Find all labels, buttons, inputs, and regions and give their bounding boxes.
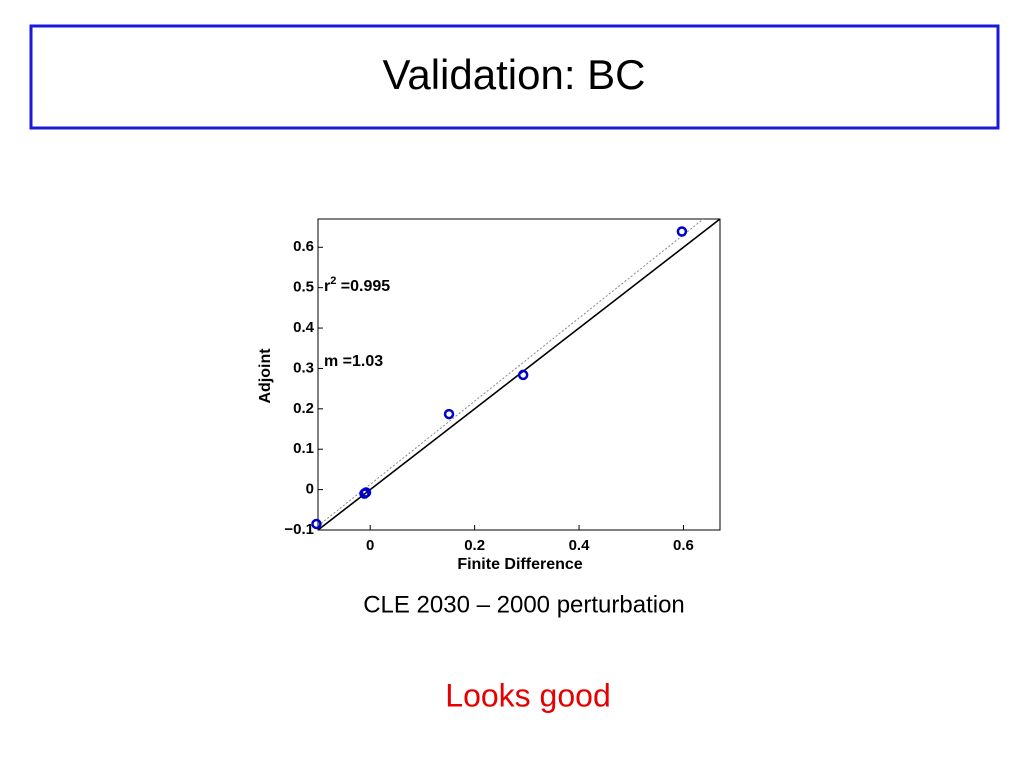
y-tick-label: 0.3 <box>293 359 314 376</box>
annotation-sup: 2 <box>330 275 336 287</box>
x-tick-label: 0 <box>366 537 374 554</box>
point <box>311 518 322 530</box>
caption: CLE 2030 – 2000 perturbation <box>363 591 685 618</box>
plot-frame <box>317 218 721 531</box>
annotation-base: r <box>324 278 330 295</box>
y-axis-label: Adjoint <box>257 348 274 404</box>
annotation: m =1.03 <box>324 353 383 370</box>
y-tick-label: 0.1 <box>293 440 314 457</box>
slide-title: Validation: BC <box>382 51 645 98</box>
note: Looks good <box>445 677 610 713</box>
point <box>443 408 455 420</box>
y-tick-label: 0.4 <box>293 319 315 336</box>
x-axis-label: Finite Difference <box>457 556 582 573</box>
point <box>360 487 372 498</box>
y-tick-label: 0.5 <box>293 279 314 296</box>
x-tick-label: 0.6 <box>673 537 694 554</box>
annotation: r2 =0.995 <box>324 275 390 295</box>
annotation-text: =0.995 <box>336 278 390 295</box>
reference-line <box>318 219 704 527</box>
title-box <box>29 24 1000 130</box>
x-tick-label: 0.4 <box>569 537 591 554</box>
y-tick-label: 0.2 <box>293 400 314 417</box>
point <box>676 226 688 237</box>
x-tick-label: 0.2 <box>464 537 485 554</box>
point <box>517 369 529 381</box>
annotation-base: m =1.03 <box>324 353 383 370</box>
y-tick-label: 0.6 <box>293 238 314 255</box>
y-tick-label: 0 <box>306 481 314 498</box>
y-tick-label: −0.1 <box>284 521 314 538</box>
